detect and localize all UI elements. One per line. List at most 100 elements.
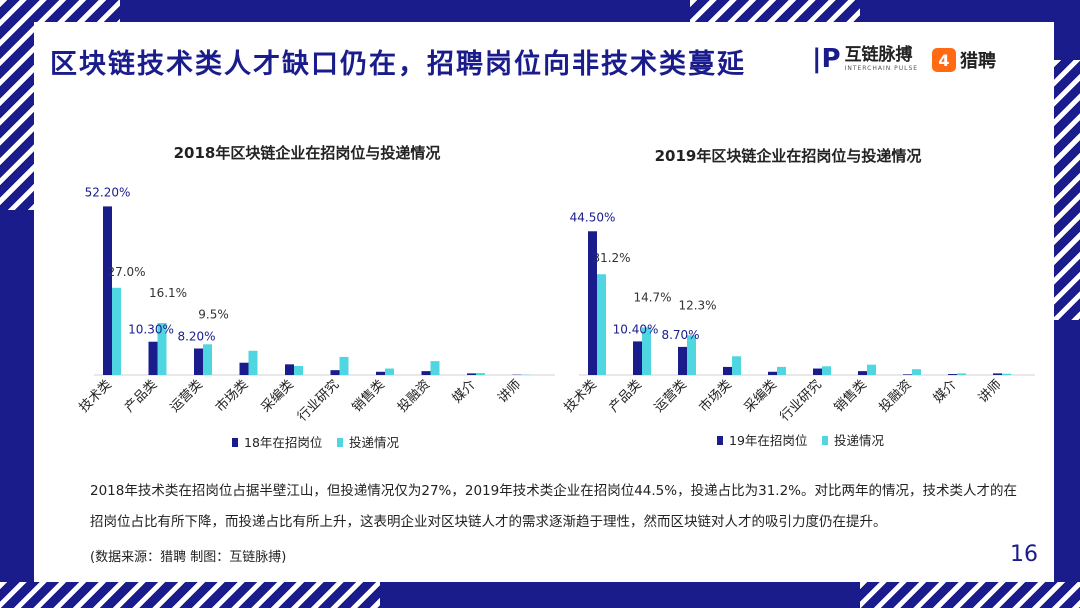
chart2-tick-label-6: 销售类	[831, 377, 870, 416]
chart2-tick-label-1: 产品类	[607, 377, 645, 415]
chart2-tick-label-4: 采编类	[742, 377, 780, 415]
chart1-tick-label-4: 采编类	[259, 377, 297, 415]
chart1-bar-applications-5	[339, 356, 349, 375]
interchain-logo-subtext: INTERCHAIN PULSE	[844, 64, 919, 72]
decorative-stripe-top-right	[690, 0, 860, 22]
chart1-title: 2018年区块链企业在招岗位与投递情况	[174, 144, 441, 162]
chart2-bar-applications-0	[597, 274, 606, 375]
chart1-bar-positions-1	[148, 341, 158, 375]
liepin-logo-text: 猎聘	[960, 51, 996, 72]
chart1-bar-positions-5	[330, 370, 340, 375]
chart2-bar-positions-2	[678, 346, 687, 375]
chart2-legend-swatch-1	[717, 436, 723, 445]
chart1-tick-label-2: 运营类	[168, 377, 206, 415]
chart2-tick-label-8: 媒介	[931, 377, 960, 406]
chart2-tick-label-5: 行业研究	[777, 377, 824, 424]
chart2-tick-label-2: 运营类	[652, 377, 690, 415]
chart1-bar-applications-3	[248, 350, 258, 375]
chart2-tick-label-7: 投融资	[876, 377, 915, 416]
chart2-legend-label-2: 投递情况	[834, 433, 885, 448]
chart1-data-label-0: 52.20%	[85, 185, 131, 199]
chart2-bar-positions-3	[723, 366, 732, 375]
decorative-stripe-right	[1054, 60, 1080, 320]
chart2-bar-positions-0	[588, 231, 597, 375]
chart1-legend-swatch-1	[232, 438, 238, 447]
chart2-bar-positions-1	[633, 341, 642, 375]
description-line-2: 招岗位占比有所下降，而投递占比有所上升，这表明企业对区块链人才的需求逐渐趋于理性…	[90, 514, 887, 530]
chart2-tick-label-0: 技术类	[562, 377, 600, 415]
chart2-title: 2019年区块链企业在招岗位与投递情况	[655, 147, 922, 165]
chart1-bar-positions-4	[285, 364, 294, 375]
chart2-bar-applications-3	[732, 356, 741, 375]
slide-card	[34, 22, 1054, 582]
chart1-tick-label-6: 销售类	[349, 377, 388, 416]
chart2-data-label-1: 31.2%	[592, 251, 630, 265]
chart2-bar-applications-9	[1002, 373, 1011, 375]
chart1-tick-label-7: 投融资	[394, 377, 433, 416]
chart2-bar-positions-5	[813, 368, 822, 375]
chart1-legend-swatch-2	[337, 438, 343, 447]
chart1-bar-applications-6	[385, 368, 394, 375]
data-source-note: (数据来源：猎聘 制图：互链脉搏)	[90, 550, 287, 565]
chart2-bar-positions-8	[948, 374, 957, 375]
chart2-bar-positions-6	[858, 371, 867, 375]
chart2-legend-swatch-2	[822, 436, 828, 445]
description-line-1: 2018年技术类在招岗位占据半壁江山，但投递情况仅为27%，2019年技术类企业…	[90, 483, 1017, 499]
chart1-bar-applications-7	[430, 361, 440, 375]
chart2-data-label-3: 14.7%	[633, 291, 671, 305]
chart1-bar-positions-3	[239, 362, 249, 375]
chart1-data-label-4: 8.20%	[177, 330, 215, 344]
decorative-stripe-left	[0, 0, 34, 210]
chart1-tick-label-0: 技术类	[77, 377, 115, 415]
chart1-bar-positions-0	[103, 206, 112, 375]
chart2-bar-applications-2	[687, 335, 696, 375]
chart1-data-label-1: 27.0%	[107, 265, 145, 279]
chart1-bar-applications-0	[112, 287, 121, 375]
chart2-data-label-2: 10.40%	[613, 322, 659, 336]
chart1-tick-label-3: 市场类	[212, 377, 251, 416]
chart1-tick-label-5: 行业研究	[295, 377, 342, 424]
chart1-data-label-2: 10.30%	[128, 323, 174, 337]
chart1-data-label-5: 9.5%	[198, 307, 229, 321]
chart1-bar-applications-8	[476, 373, 485, 375]
slide-title: 区块链技术类人才缺口仍在，招聘岗位向非技术类蔓延	[50, 49, 746, 80]
chart1-legend-label-2: 投递情况	[349, 435, 400, 450]
interchain-pulse-logo: |P 互链脉搏 INTERCHAIN PULSE	[812, 44, 918, 74]
chart1-bar-applications-4	[294, 365, 303, 375]
chart1-bar-positions-7	[421, 371, 431, 375]
page-number: 16	[1010, 542, 1038, 567]
chart2-bar-applications-4	[777, 366, 786, 375]
liepin-logo-mark: 4	[932, 48, 956, 72]
chart2-tick-label-9: 讲师	[976, 377, 1005, 406]
chart1-bar-positions-8	[467, 373, 476, 375]
chart1-bar-applications-1	[157, 322, 167, 375]
chart2-bar-applications-7	[912, 369, 921, 375]
chart2-bar-positions-7	[903, 374, 912, 375]
chart2-bar-applications-8	[957, 373, 966, 375]
chart2-data-label-5: 12.3%	[678, 298, 716, 312]
chart2-bar-positions-4	[768, 371, 777, 375]
description-text: 2018年技术类在招岗位占据半壁江山，但投递情况仅为27%，2019年技术类企业…	[90, 476, 1020, 538]
chart2-tick-label-3: 市场类	[696, 377, 735, 416]
interchain-logo-text: 互链脉搏	[844, 44, 913, 65]
chart2-bar-applications-5	[822, 366, 831, 375]
chart2-data-label-0: 44.50%	[570, 210, 616, 224]
liepin-logo: 4 猎聘	[932, 47, 996, 73]
chart1-tick-label-9: 讲师	[495, 377, 524, 406]
chart2-bar-applications-6	[867, 364, 876, 375]
chart2-bar-positions-9	[993, 373, 1002, 375]
chart2-data-label-4: 8.70%	[661, 328, 699, 342]
chart1-tick-label-1: 产品类	[122, 377, 160, 415]
chart2-legend-label-1: 19年在招岗位	[729, 433, 807, 448]
decorative-stripe-bottom-left	[0, 582, 380, 608]
chart1-tick-label-8: 媒介	[450, 377, 479, 406]
chart1-data-label-3: 16.1%	[149, 286, 187, 300]
chart1-bar-applications-2	[203, 344, 212, 375]
decorative-stripe-bottom-right	[860, 582, 1080, 608]
chart1-bar-positions-2	[194, 348, 203, 375]
interchain-logo-mark: |P	[812, 44, 841, 74]
chart2-bar-applications-1	[642, 327, 651, 375]
chart1-legend-label-1: 18年在招岗位	[244, 435, 322, 450]
chart1-bar-positions-6	[376, 371, 385, 375]
